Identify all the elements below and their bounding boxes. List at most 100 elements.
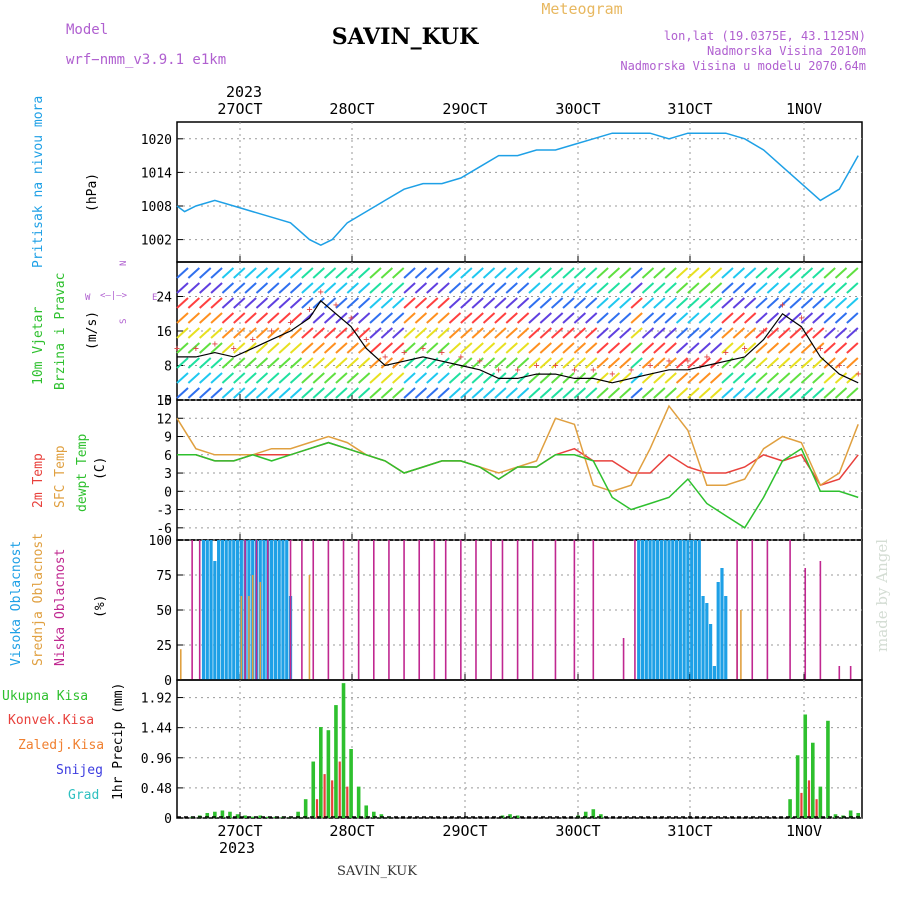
top-date-label: 27OCT <box>217 100 262 118</box>
bar <box>663 540 667 680</box>
bar <box>637 540 641 680</box>
wind-barb <box>357 327 371 339</box>
wind-barb <box>289 372 303 384</box>
wind-barb <box>312 342 325 354</box>
bar <box>671 540 675 680</box>
wind-barb <box>380 267 394 279</box>
wind-barb <box>426 312 439 324</box>
wind-barb <box>823 387 836 399</box>
gust-marker: + <box>666 356 672 367</box>
wind-barb <box>664 312 677 324</box>
wind-barb <box>199 372 212 384</box>
wind-barb <box>766 387 780 399</box>
wind-barb <box>641 312 655 324</box>
wind-barb <box>834 372 848 384</box>
bar <box>338 761 341 818</box>
bar <box>356 786 361 818</box>
wind-barb <box>778 327 791 339</box>
wind-barb <box>471 267 484 279</box>
wind-barb <box>312 357 325 369</box>
wind-barb <box>312 387 325 399</box>
wind-barb <box>323 357 337 369</box>
wind-barb <box>664 282 677 294</box>
wind-barb <box>426 267 439 279</box>
wind-barb <box>516 312 530 324</box>
wind-barb <box>233 357 246 369</box>
wind-barb <box>289 357 303 369</box>
wind-barb <box>289 327 303 339</box>
wind-barb <box>369 267 382 279</box>
wind-barb <box>255 357 269 369</box>
bar <box>258 815 263 818</box>
wind-barb <box>834 312 848 324</box>
wind-barb <box>619 387 632 399</box>
wind-barb <box>346 282 359 294</box>
wind-barb <box>471 342 484 354</box>
wind-barb <box>323 282 337 294</box>
bar <box>818 786 823 818</box>
bar <box>255 540 258 680</box>
wind-barb <box>846 297 859 309</box>
wind-barb <box>301 282 314 294</box>
gust-marker: + <box>590 365 596 376</box>
wind-barb <box>528 327 541 339</box>
bar <box>315 799 319 818</box>
wind-barb <box>221 297 235 309</box>
bottom-date-label: 29OCT <box>442 822 487 840</box>
wind-barb <box>846 267 859 279</box>
gust-marker: + <box>231 343 237 354</box>
wind-barb <box>573 342 587 354</box>
wind-barb <box>732 372 745 384</box>
bar <box>599 814 603 818</box>
wind-barb <box>823 357 836 369</box>
wind-barb <box>641 327 655 339</box>
y-tick-label: 100 <box>149 534 172 549</box>
wind-barb <box>744 387 757 399</box>
wind-barb <box>199 282 212 294</box>
wind-barb <box>641 342 655 354</box>
wind-barb <box>505 342 518 354</box>
wind-barb <box>426 327 439 339</box>
wind-barb <box>278 342 291 354</box>
top-date-label: 29OCT <box>442 100 487 118</box>
model-name: wrf−nmm_v3.9.1 e1km <box>66 52 226 68</box>
wind-barb <box>528 312 541 324</box>
gust-marker: + <box>401 348 407 359</box>
wind-barb <box>834 327 848 339</box>
wind-barb <box>528 342 541 354</box>
gust-marker: + <box>363 335 369 346</box>
bar <box>228 540 232 680</box>
wind-barb <box>630 267 643 279</box>
wind-barb <box>221 342 235 354</box>
bar <box>674 540 679 680</box>
wind-barb <box>607 372 621 384</box>
wind-barb <box>414 327 428 339</box>
bar <box>433 540 436 680</box>
bar <box>296 811 300 818</box>
bar <box>326 730 331 818</box>
top-date-label: 31OCT <box>667 100 712 118</box>
bar <box>716 582 720 680</box>
bar <box>213 561 217 680</box>
wind-barb <box>516 297 530 309</box>
wind-barb <box>596 357 609 369</box>
wind-barb <box>244 357 257 369</box>
wind-barb <box>448 297 462 309</box>
bar <box>240 596 243 680</box>
wind-barb <box>278 282 291 294</box>
bar <box>656 540 660 680</box>
wind-barb <box>823 297 836 309</box>
wind-barb <box>210 297 223 309</box>
wind-barb <box>437 357 450 369</box>
y-tick-label: 0.96 <box>141 752 172 767</box>
wind-barb <box>744 342 757 354</box>
wind-barb <box>233 372 246 384</box>
wind-barb <box>176 312 189 324</box>
wind-barb <box>698 282 711 294</box>
wind-barb <box>494 282 507 294</box>
gust-marker: + <box>288 317 294 328</box>
wind-barb <box>789 372 802 384</box>
wind-barb <box>210 372 223 384</box>
wind-barb <box>732 387 745 399</box>
